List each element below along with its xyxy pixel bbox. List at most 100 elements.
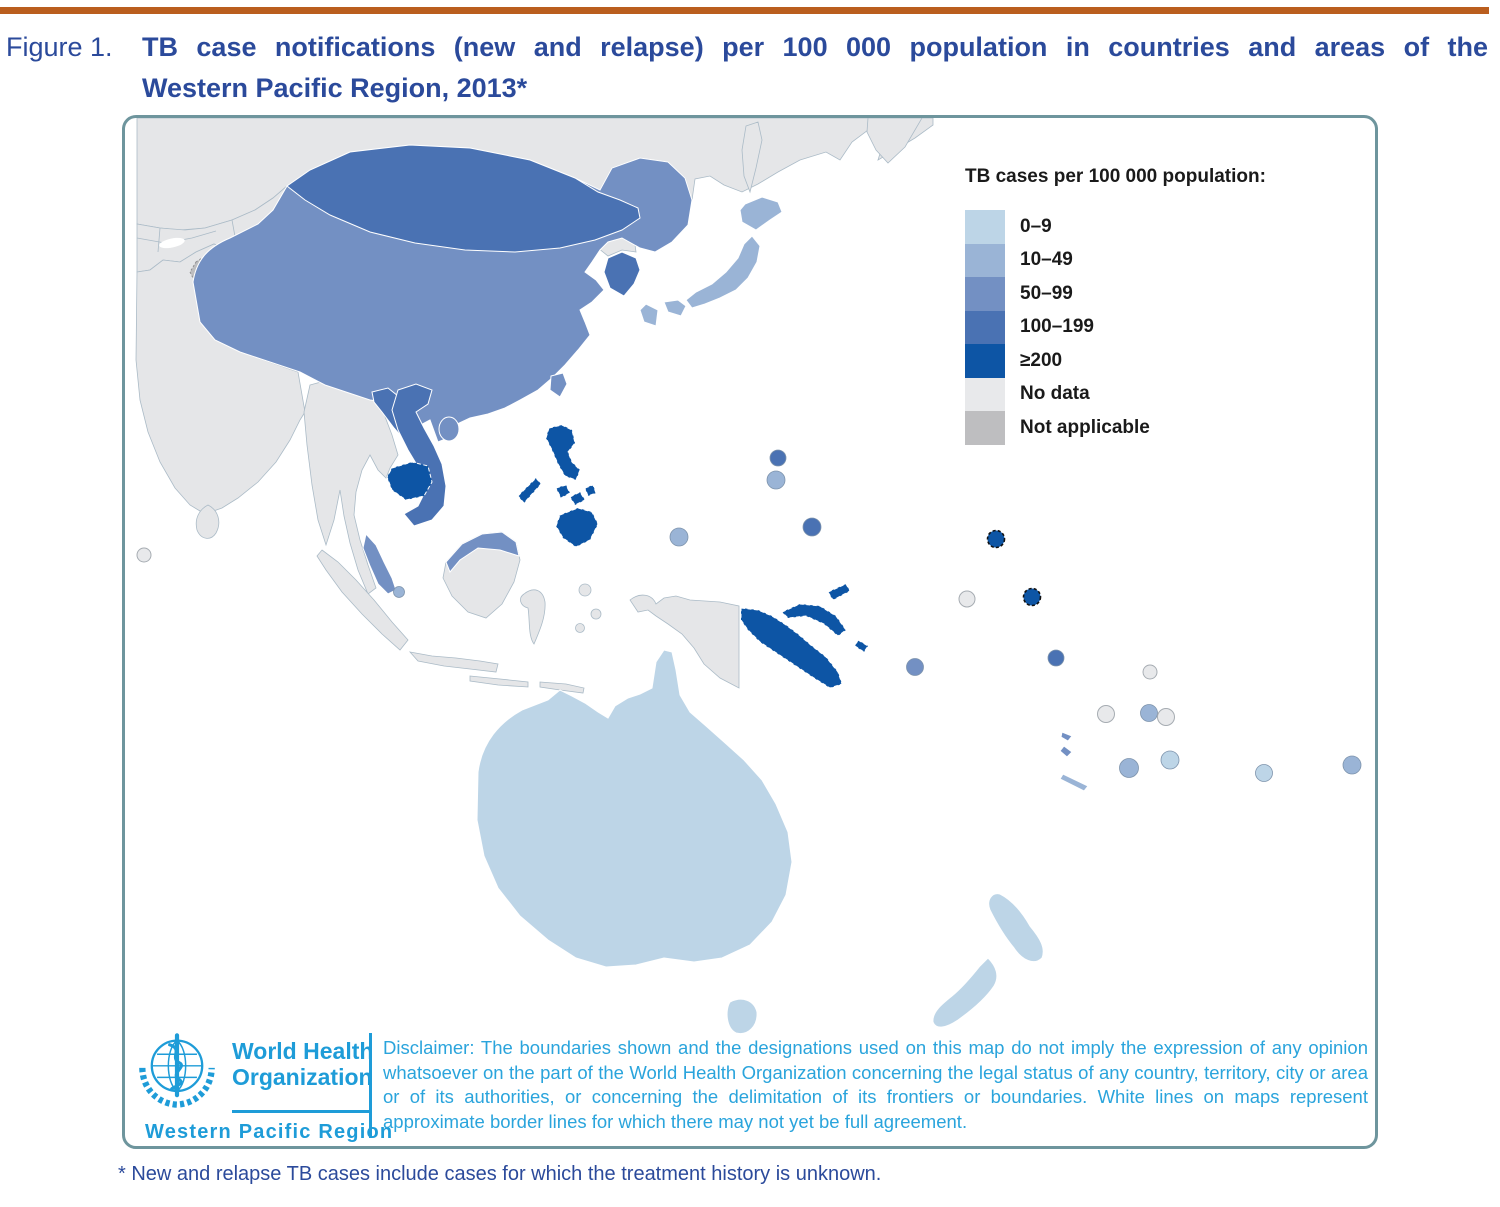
sri-lanka-island — [195, 504, 220, 539]
taiwan-region — [549, 372, 568, 398]
wallis-and-futuna-dot — [1097, 705, 1115, 723]
legend-label: Not applicable — [1020, 416, 1150, 438]
new-zealand-south-island — [932, 957, 998, 1028]
moluccas-island — [590, 608, 602, 620]
legend-row: 0–9 — [965, 210, 1365, 244]
nauru-dot — [958, 590, 976, 608]
legend-swatch — [965, 344, 1005, 378]
northern-mariana-islands-dot — [769, 449, 787, 467]
page-title: TB case notifications (new and relapse) … — [142, 27, 1488, 109]
lake-balkhash — [159, 237, 185, 249]
papua-new-guinea-region — [740, 607, 843, 689]
philippines-mindanao — [555, 507, 599, 548]
who-logo-block: World Health Organization Western Pacifi… — [135, 1028, 392, 1143]
legend-row: 10–49 — [965, 243, 1365, 277]
sulawesi-island — [520, 589, 546, 645]
south-korea-region — [603, 251, 641, 297]
american-samoa-dot — [1157, 708, 1175, 726]
moluccas-island — [575, 623, 585, 633]
solomon-islands-dot — [906, 658, 924, 676]
moluccas-island — [578, 583, 592, 597]
malaysia-borneo — [445, 531, 520, 573]
kamchatka-landmass — [866, 118, 923, 164]
no-data-landmass — [135, 118, 934, 694]
kiribati-dot — [1022, 587, 1042, 607]
legend-swatch — [965, 411, 1005, 445]
tasmania-island — [726, 998, 758, 1035]
page-title-line2: Western Pacific Region, 2013* — [142, 73, 528, 103]
legend-row: No data — [965, 377, 1365, 411]
page-title-line1: TB case notifications (new and relapse) … — [142, 32, 1488, 62]
who-rule — [232, 1110, 372, 1113]
japan-kyushu — [639, 303, 659, 327]
indian-ocean-island-dot — [136, 547, 152, 563]
japan-honshu — [685, 235, 761, 309]
legend-label: 0–9 — [1020, 215, 1052, 237]
who-region-text: Western Pacific Region — [145, 1121, 394, 1143]
marshall-islands-dot — [986, 529, 1006, 549]
map-panel: TB cases per 100 000 population: 0–9 10–4… — [122, 115, 1378, 1149]
singapore-dot — [393, 586, 405, 598]
cook-islands-dot — [1255, 764, 1273, 782]
legend-title: TB cases per 100 000 population: — [965, 166, 1266, 187]
philippines-palawan — [517, 477, 542, 504]
vanuatu-islands — [1059, 731, 1073, 758]
south-asia-landmass — [135, 243, 306, 515]
figure-number-label: Figure 1. — [6, 32, 113, 62]
java-island — [408, 651, 499, 673]
png-new-britain — [781, 603, 847, 637]
west-papua-landmass — [629, 594, 740, 689]
legend-swatch — [965, 277, 1005, 311]
tonga-dot — [1160, 750, 1180, 770]
australia-region — [476, 649, 793, 968]
palau-dot — [669, 527, 689, 547]
micronesia-dot — [802, 517, 822, 537]
guam-dot — [766, 470, 786, 490]
legend-swatch — [965, 310, 1005, 344]
legend-row: ≥200 — [965, 344, 1365, 378]
legend-label: 50–99 — [1020, 282, 1073, 304]
member-states — [192, 144, 1089, 1035]
who-name-text: World Health Organization — [232, 1038, 373, 1090]
legend-swatch — [965, 377, 1005, 411]
japan-shikoku — [663, 299, 687, 317]
legend-label: 100–199 — [1020, 316, 1094, 338]
footnote: * New and relapse TB cases include cases… — [118, 1163, 882, 1185]
lesser-sunda-islands — [469, 675, 529, 688]
tuvalu-dot — [1047, 649, 1065, 667]
who-divider-line — [369, 1033, 372, 1138]
who-emblem-icon — [139, 1033, 215, 1108]
png-bougainville — [854, 639, 869, 653]
samoa-dot — [1140, 704, 1158, 722]
new-zealand-north-island — [988, 893, 1044, 963]
legend-label: No data — [1020, 383, 1090, 405]
legend-rows: 0–9 10–49 50–99 100–199 ≥200 No data Not appli… — [965, 210, 1365, 445]
cambodia-region — [386, 461, 433, 501]
timor-island — [539, 681, 585, 694]
png-new-ireland — [827, 583, 851, 601]
new-caledonia-island — [1059, 773, 1089, 792]
fiji-dot — [1119, 758, 1139, 778]
french-polynesia-dot — [1342, 755, 1362, 775]
philippines-visayas — [555, 484, 597, 506]
choropleth-map — [135, 118, 1362, 1035]
legend-swatch — [965, 243, 1005, 277]
tokelau-dot — [1142, 664, 1158, 680]
accent-top-bar — [0, 7, 1489, 14]
map-legend: TB cases per 100 000 population: 0–9 10–4… — [965, 166, 1365, 445]
legend-row: 100–199 — [965, 310, 1365, 344]
japan-hokkaido — [739, 196, 783, 231]
legend-label: ≥200 — [1020, 349, 1063, 371]
legend-label: 10–49 — [1020, 249, 1073, 271]
mongolia-region — [286, 144, 641, 253]
sakhalin-island — [741, 121, 763, 194]
legend-swatch — [965, 210, 1005, 244]
legend-row: Not applicable — [965, 411, 1365, 445]
who-name-line2: Organization — [232, 1064, 373, 1090]
pacific-island-dots — [136, 449, 1362, 782]
sumatra-island — [316, 549, 409, 651]
philippines-luzon — [545, 424, 581, 481]
who-name-line1: World Health — [232, 1038, 374, 1064]
malaysia-peninsula — [362, 532, 397, 595]
vietnam-region — [391, 383, 447, 527]
